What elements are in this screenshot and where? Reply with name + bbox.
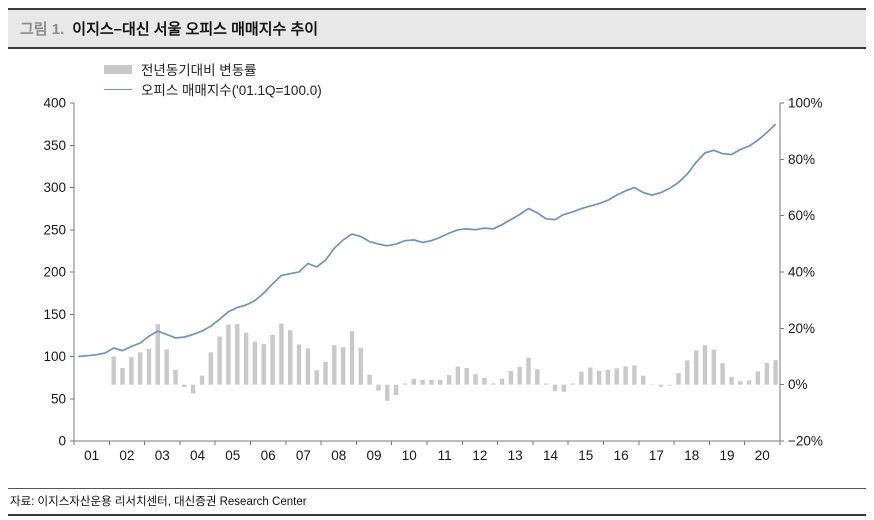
svg-text:06: 06	[261, 448, 276, 463]
chart-svg: 050100150200250300350400−20%0%20%40%60%8…	[43, 96, 822, 464]
office-index-chart: 0 50 100 150 200 250 300 350 400 −20% 0% 20% 40% 60% 8…	[24, 51, 856, 488]
svg-text:0: 0	[58, 434, 66, 449]
legend-line-swatch	[104, 88, 132, 90]
figure-label: 그림 1.	[20, 21, 65, 38]
svg-text:250: 250	[43, 222, 66, 237]
svg-text:04: 04	[190, 448, 206, 463]
legend-item-line: 오피스 매매지수('01.1Q=100.0)	[104, 79, 322, 99]
page-title: 이지스–대신 서울 오피스 매매지수 추이	[72, 21, 319, 38]
legend-item-bar-label: 전년동기대비 변동률	[141, 63, 257, 78]
legend-item-line-label: 오피스 매매지수('01.1Q=100.0)	[141, 83, 322, 98]
svg-text:12: 12	[472, 448, 487, 463]
svg-text:80%: 80%	[788, 152, 815, 167]
svg-text:18: 18	[684, 448, 699, 463]
source-note: 자료: 이지스자산운용 리서치센터, 대신증권 Research Center	[8, 488, 866, 514]
svg-text:01: 01	[84, 448, 99, 463]
svg-text:−20%: −20%	[788, 434, 823, 449]
svg-text:05: 05	[225, 448, 240, 463]
svg-text:13: 13	[508, 448, 523, 463]
svg-text:150: 150	[43, 307, 66, 322]
chart-area: 전년동기대비 변동률 오피스 매매지수('01.1Q=100.0) 0 50 100…	[24, 51, 856, 488]
bottom-rule	[8, 514, 866, 516]
svg-text:350: 350	[43, 138, 66, 153]
svg-text:10: 10	[402, 448, 417, 463]
svg-text:07: 07	[296, 448, 311, 463]
svg-text:08: 08	[331, 448, 346, 463]
svg-text:14: 14	[543, 448, 559, 463]
svg-text:09: 09	[366, 448, 381, 463]
svg-text:03: 03	[155, 448, 170, 463]
axis-labels: 050100150200250300350400−20%0%20%40%60%8…	[43, 96, 822, 464]
figure-header: 그림 1. 이지스–대신 서울 오피스 매매지수 추이	[8, 8, 866, 49]
svg-text:20%: 20%	[788, 321, 815, 336]
svg-text:50: 50	[51, 391, 66, 406]
svg-text:200: 200	[43, 265, 66, 280]
svg-text:100: 100	[43, 349, 66, 364]
svg-text:19: 19	[719, 448, 734, 463]
legend-bar-swatch	[104, 64, 132, 74]
svg-text:0%: 0%	[788, 377, 808, 392]
svg-text:11: 11	[438, 448, 452, 463]
svg-text:40%: 40%	[788, 265, 815, 280]
svg-text:17: 17	[649, 448, 664, 463]
bar-series	[111, 323, 778, 401]
svg-text:400: 400	[43, 96, 66, 111]
svg-text:02: 02	[119, 448, 134, 463]
line-series	[78, 123, 777, 358]
legend-item-bar: 전년동기대비 변동률	[104, 59, 322, 79]
svg-text:20: 20	[755, 448, 770, 463]
svg-text:16: 16	[614, 448, 629, 463]
svg-text:300: 300	[43, 180, 66, 195]
axes	[70, 102, 784, 445]
svg-text:100%: 100%	[788, 96, 823, 111]
svg-text:15: 15	[578, 448, 593, 463]
chart-legend: 전년동기대비 변동률 오피스 매매지수('01.1Q=100.0)	[104, 59, 322, 99]
svg-text:60%: 60%	[788, 208, 815, 223]
